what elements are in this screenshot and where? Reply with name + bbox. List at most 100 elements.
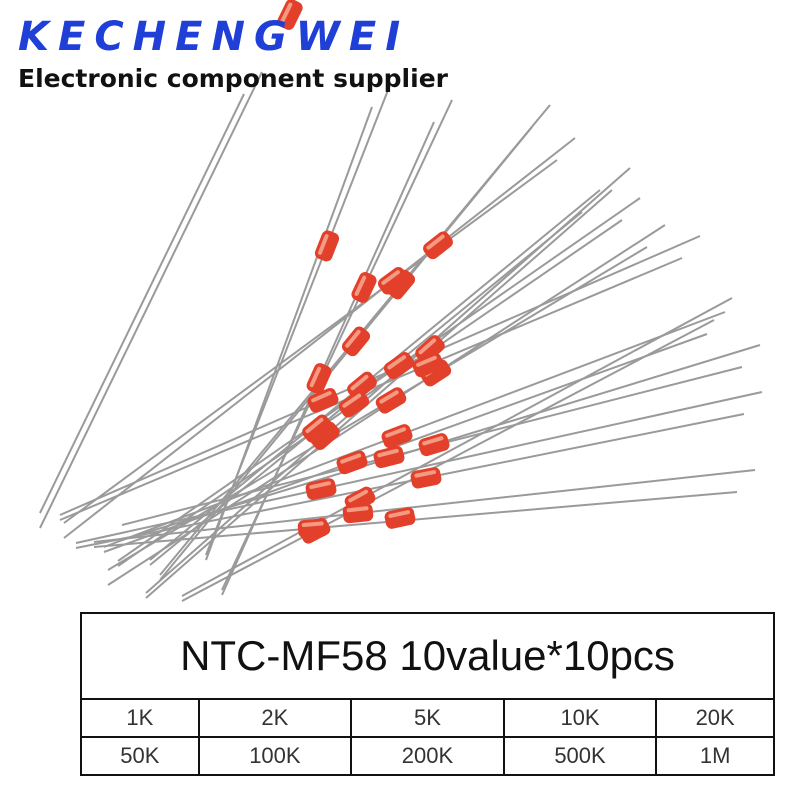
bead-shine xyxy=(388,510,410,518)
wire xyxy=(75,413,745,549)
bead-shine xyxy=(350,374,369,391)
wire xyxy=(181,297,733,597)
bead-body xyxy=(383,351,415,380)
bead-shine xyxy=(414,470,437,478)
bead-shine xyxy=(379,390,399,404)
bead-body xyxy=(336,450,368,475)
bead xyxy=(418,433,450,457)
wire xyxy=(117,219,623,567)
wire xyxy=(75,391,763,544)
bead-body xyxy=(375,387,407,414)
bead xyxy=(305,478,337,500)
bead xyxy=(383,351,415,380)
bead-shine xyxy=(280,2,293,23)
wire xyxy=(145,189,613,599)
bead-shine xyxy=(345,329,361,348)
bead-shine xyxy=(381,270,400,285)
wire xyxy=(63,159,558,524)
value-cell: 2K xyxy=(197,698,353,738)
brand: KECHENGWEI xyxy=(18,14,410,60)
bead-shine xyxy=(387,355,407,370)
bead-body xyxy=(342,503,374,524)
bead-shine xyxy=(426,234,445,250)
bead-body xyxy=(415,335,445,364)
bead-shine xyxy=(416,355,437,367)
bead xyxy=(338,390,370,418)
bead xyxy=(302,414,332,443)
value-cell: 1K xyxy=(80,698,200,738)
bead-body xyxy=(373,445,405,469)
wire xyxy=(39,93,245,514)
wire xyxy=(221,121,435,596)
bead-body xyxy=(338,390,370,418)
wire xyxy=(117,197,641,562)
bead-body xyxy=(297,518,329,539)
value-cell: 100K xyxy=(197,736,353,776)
value-table: NTC-MF58 10value*10pcs 1K 2K 5K 10K 20K 50K 1… xyxy=(80,612,775,776)
value-cell: 50K xyxy=(80,736,200,776)
bead xyxy=(375,387,407,414)
wire xyxy=(205,106,373,561)
bead xyxy=(410,467,442,489)
bead-body xyxy=(420,359,452,387)
bead-shine xyxy=(311,391,332,403)
value-cell: 500K xyxy=(502,736,658,776)
bead xyxy=(373,445,405,469)
bead-body xyxy=(377,267,409,295)
bead-shine xyxy=(309,366,322,388)
value-cell: 1M xyxy=(655,736,775,776)
bead-shine xyxy=(422,436,444,446)
value-cell: 5K xyxy=(350,698,505,738)
bead-body xyxy=(381,424,413,449)
bead xyxy=(341,326,371,357)
bead xyxy=(277,0,303,30)
bead-body xyxy=(302,414,332,443)
bead-shine xyxy=(301,521,324,528)
bead xyxy=(342,503,374,524)
wire xyxy=(93,491,738,548)
thermistor-photo xyxy=(39,0,763,602)
bead-body xyxy=(341,326,371,357)
wire xyxy=(39,71,263,529)
wire xyxy=(59,235,701,516)
bead-shine xyxy=(346,506,369,513)
row: 1K 2K 5K 10K 20K xyxy=(80,698,775,738)
bead-shine xyxy=(342,393,362,408)
bead-shine xyxy=(377,448,399,458)
bead-shine xyxy=(340,453,362,464)
bead-shine xyxy=(309,481,331,490)
bead xyxy=(377,267,409,295)
wire xyxy=(103,311,726,548)
title-row: NTC-MF58 10value*10pcs xyxy=(80,612,775,700)
bead-body xyxy=(310,421,340,451)
bead-body xyxy=(423,231,453,260)
wire xyxy=(107,246,648,571)
wire xyxy=(103,333,708,553)
bead xyxy=(306,363,332,395)
bead xyxy=(351,272,377,303)
value-cell: 10K xyxy=(502,698,658,738)
bead xyxy=(412,352,444,378)
bead xyxy=(384,507,416,529)
bead xyxy=(415,335,445,364)
bead xyxy=(297,518,329,539)
bead-shine xyxy=(348,489,369,503)
bead xyxy=(336,450,368,475)
wire xyxy=(181,319,715,602)
wire xyxy=(93,469,756,543)
bead-shine xyxy=(418,338,437,355)
bead-shine xyxy=(354,275,367,296)
table-title: NTC-MF58 10value*10pcs xyxy=(80,612,775,700)
bead xyxy=(423,231,453,260)
value-cell: 20K xyxy=(655,698,775,738)
bead xyxy=(381,424,413,449)
value-cell: 200K xyxy=(350,736,505,776)
bead-shine xyxy=(305,417,324,434)
row: 50K 100K 200K 500K 1M xyxy=(80,736,775,776)
tagline: Electronic component supplier xyxy=(18,64,448,93)
wire xyxy=(63,137,576,539)
bead-shine xyxy=(385,427,407,438)
bead xyxy=(307,388,339,413)
bead-shine xyxy=(317,234,329,255)
